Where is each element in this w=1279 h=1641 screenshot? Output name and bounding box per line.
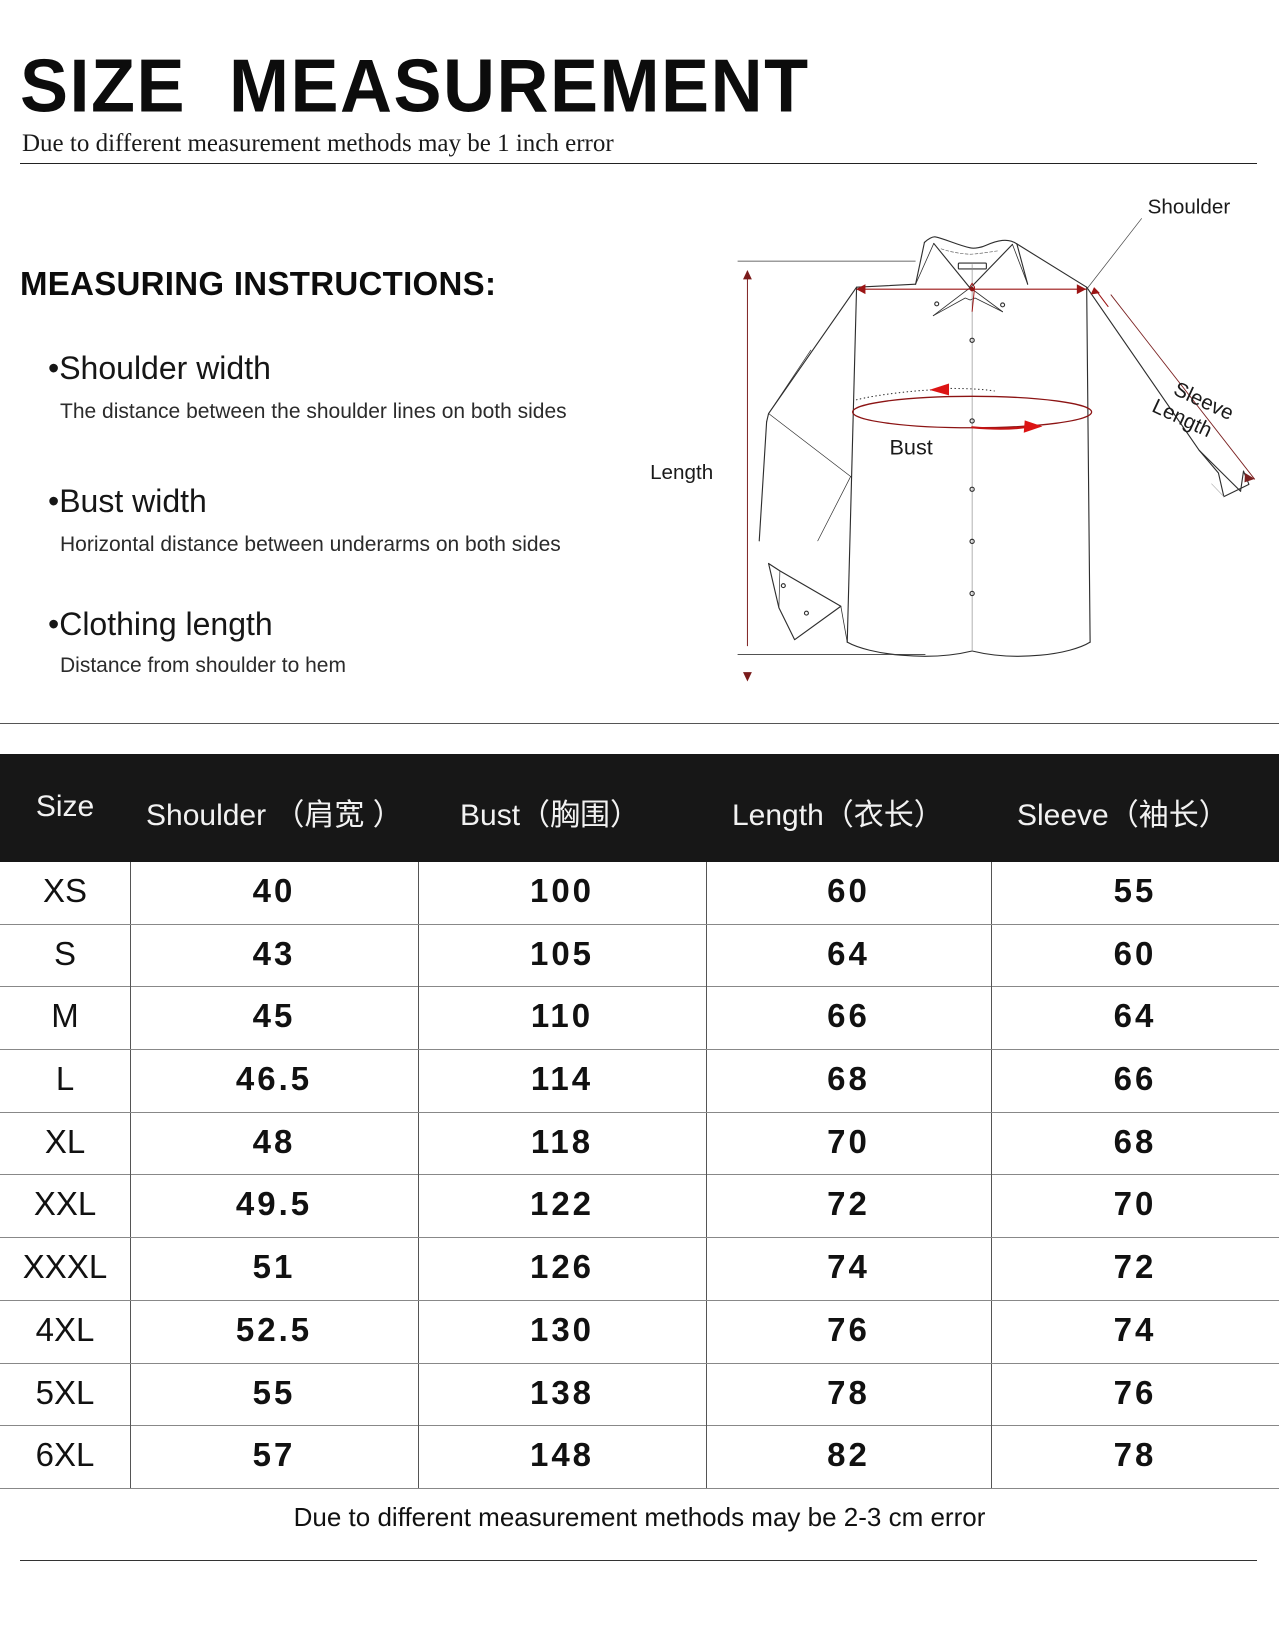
svg-text:Length: Length xyxy=(650,461,713,484)
svg-text:Shoulder: Shoulder xyxy=(1148,195,1231,218)
svg-text:Bust: Bust xyxy=(890,434,933,459)
